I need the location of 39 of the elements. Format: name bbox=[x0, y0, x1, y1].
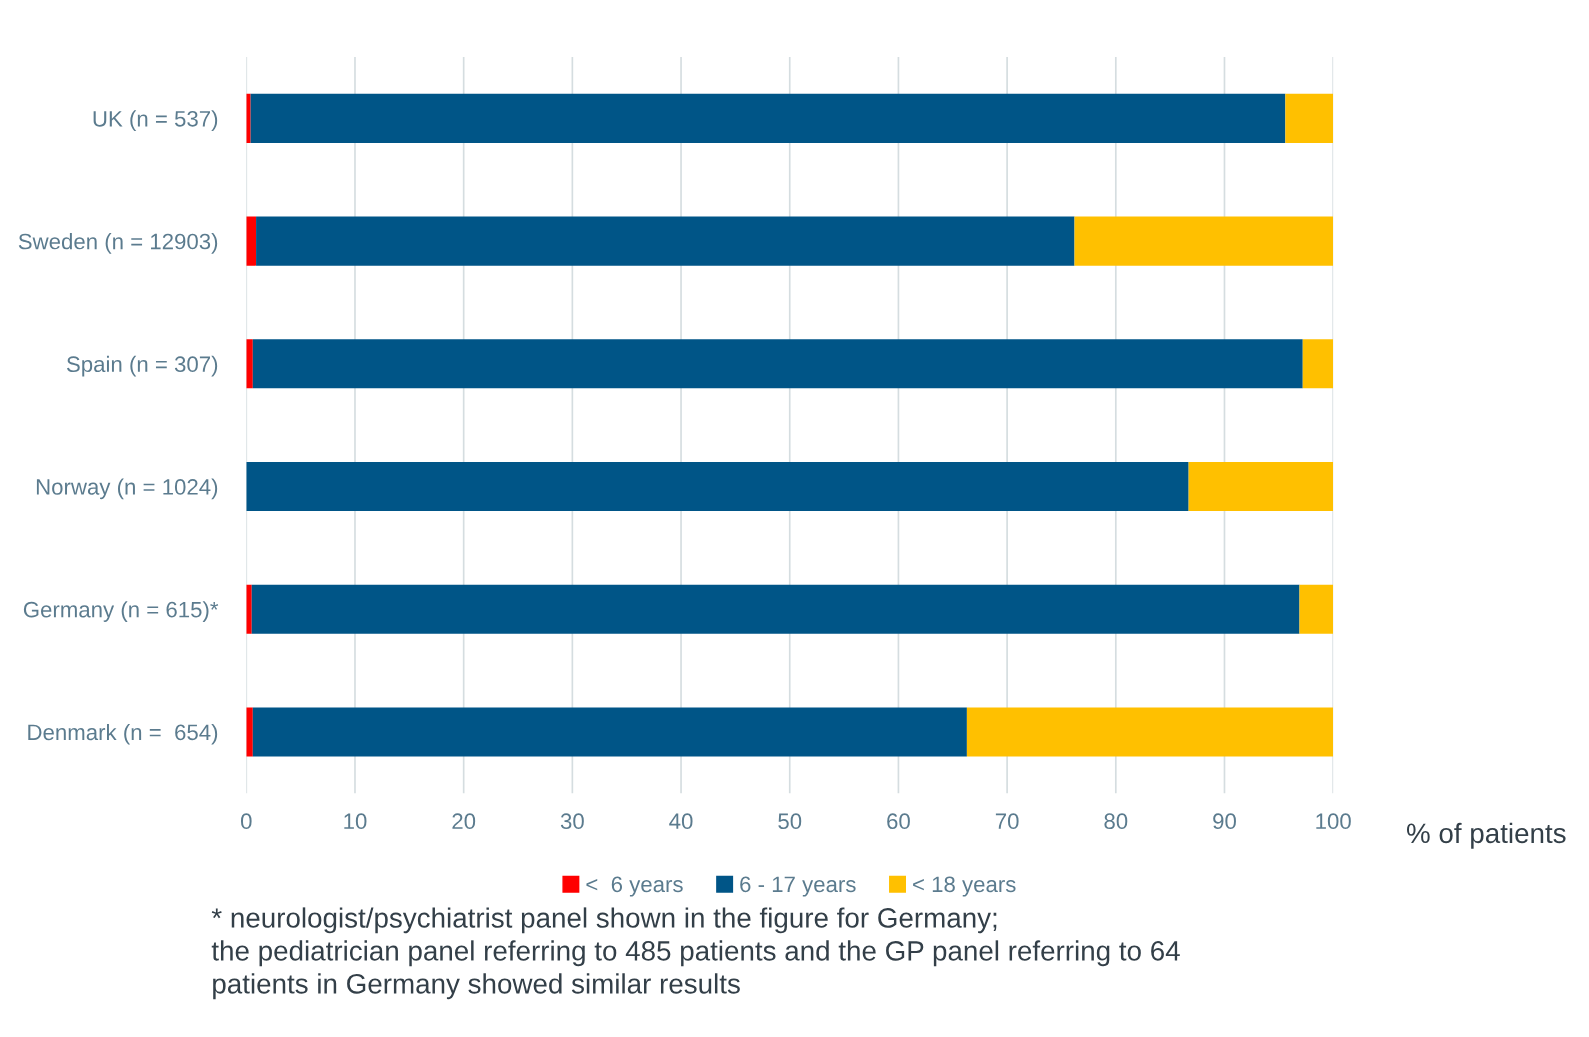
x-tick-label: 60 bbox=[887, 813, 910, 830]
bar bbox=[256, 216, 1075, 266]
legend-label: 6 - 17 years bbox=[740, 876, 856, 897]
bar bbox=[246, 461, 1189, 512]
x-tick-label: 10 bbox=[344, 813, 367, 830]
x-tick-label: 80 bbox=[1104, 813, 1128, 830]
x-tick-label: 90 bbox=[1213, 813, 1236, 830]
x-tick-label: 50 bbox=[778, 813, 802, 830]
text: * neurologist/psychiatrist panel shown in the figure for Germany; the pediatrician panel referring to 485 patients and the GP panel referring to 64 patients in Germany showed similar results bbox=[211, 907, 1180, 1000]
legend-label: < 6 years bbox=[586, 876, 683, 897]
y-tick-label: UK (n = 537) bbox=[93, 110, 218, 132]
bar bbox=[1074, 216, 1334, 266]
bar bbox=[251, 584, 1300, 634]
bar bbox=[250, 93, 1286, 143]
x-tick-label: 0 bbox=[240, 813, 252, 830]
bar bbox=[1299, 584, 1334, 634]
x-tick-label: 20 bbox=[452, 813, 476, 830]
bar bbox=[1285, 93, 1334, 143]
y-tick-label: Spain (n = 307) bbox=[66, 355, 218, 377]
x-tick-label: 40 bbox=[669, 813, 693, 830]
bar bbox=[252, 339, 1303, 389]
bar bbox=[246, 707, 253, 757]
x-tick-label: 70 bbox=[995, 813, 1019, 830]
y-tick-label: Denmark (n = 654) bbox=[28, 723, 218, 745]
bar bbox=[1188, 461, 1334, 512]
y-tick-label: Norway (n = 1024) bbox=[36, 478, 218, 500]
bar bbox=[1302, 339, 1334, 389]
legend-label: < 18 years bbox=[913, 876, 1016, 897]
y-tick-label: Germany (n = 615)* bbox=[23, 601, 219, 622]
bar bbox=[246, 216, 257, 266]
x-tick-label: 100 bbox=[1316, 813, 1351, 830]
bar bbox=[252, 707, 967, 757]
bar bbox=[246, 339, 253, 389]
bar bbox=[966, 707, 1334, 757]
bar bbox=[246, 584, 252, 634]
bar bbox=[246, 93, 251, 143]
y-tick-label: Sweden (n = 12903) bbox=[18, 233, 218, 254]
x-tick-label: 30 bbox=[560, 813, 584, 830]
x-axis-title: % of patients bbox=[1406, 822, 1566, 849]
